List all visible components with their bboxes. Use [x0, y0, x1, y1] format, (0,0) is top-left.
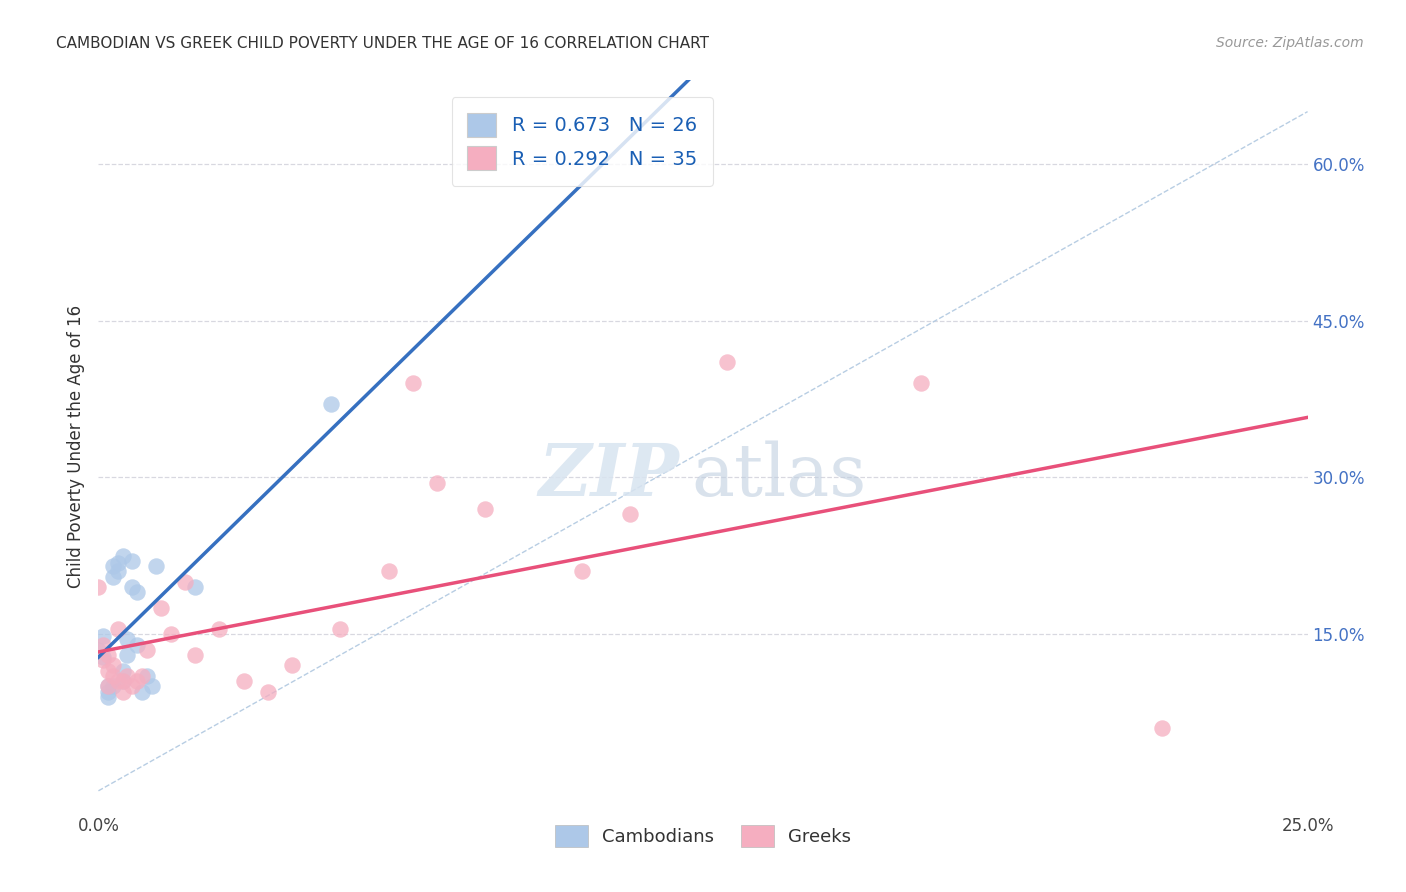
Point [111, 664, 134, 678]
Text: ZIP: ZIP [538, 440, 679, 511]
Point [571, 565, 593, 579]
Point [474, 501, 496, 516]
Point [111, 549, 134, 563]
Point [97, 664, 120, 678]
Point [150, 601, 173, 615]
Point [208, 622, 231, 636]
Point [160, 627, 183, 641]
Point [121, 580, 143, 594]
Point [619, 507, 641, 521]
Point [101, 559, 124, 574]
Point [426, 475, 449, 490]
Point [91, 629, 114, 643]
Text: CAMBODIAN VS GREEK CHILD POVERTY UNDER THE AGE OF 16 CORRELATION CHART: CAMBODIAN VS GREEK CHILD POVERTY UNDER T… [56, 36, 709, 51]
Point [97, 679, 120, 693]
Text: Source: ZipAtlas.com: Source: ZipAtlas.com [1216, 36, 1364, 50]
Point [97, 648, 120, 662]
Point [117, 648, 139, 662]
Point [377, 565, 399, 579]
Point [135, 669, 157, 683]
Point [101, 658, 124, 673]
Point [91, 650, 114, 665]
Point [184, 648, 207, 662]
Point [256, 684, 278, 698]
Point [87, 642, 110, 657]
Point [184, 580, 207, 594]
Point [145, 559, 167, 574]
Point [127, 638, 149, 652]
Point [121, 679, 143, 693]
Point [174, 574, 197, 589]
Point [111, 674, 134, 689]
Point [87, 580, 110, 594]
Point [117, 632, 139, 647]
Point [1152, 721, 1174, 735]
Text: atlas: atlas [690, 440, 866, 510]
Point [91, 638, 114, 652]
Point [135, 642, 157, 657]
Point [107, 622, 129, 636]
Point [117, 669, 139, 683]
Point [232, 674, 254, 689]
Point [101, 669, 124, 683]
Point [111, 674, 134, 689]
Point [107, 565, 129, 579]
Point [107, 674, 129, 689]
Point [127, 674, 149, 689]
Point [97, 684, 120, 698]
Point [121, 554, 143, 568]
Point [97, 679, 120, 693]
Point [329, 622, 352, 636]
Point [131, 669, 153, 683]
Y-axis label: Child Poverty Under the Age of 16: Child Poverty Under the Age of 16 [66, 304, 84, 588]
Point [141, 679, 163, 693]
Point [716, 355, 738, 369]
Point [910, 376, 932, 391]
Point [127, 585, 149, 599]
Point [101, 679, 124, 693]
Point [131, 684, 153, 698]
Point [281, 658, 304, 673]
Point [97, 690, 120, 704]
Point [319, 397, 342, 411]
Legend: Cambodians, Greeks: Cambodians, Greeks [548, 817, 858, 854]
Point [402, 376, 425, 391]
Point [91, 653, 114, 667]
Point [107, 556, 129, 570]
Point [101, 569, 124, 583]
Point [111, 684, 134, 698]
